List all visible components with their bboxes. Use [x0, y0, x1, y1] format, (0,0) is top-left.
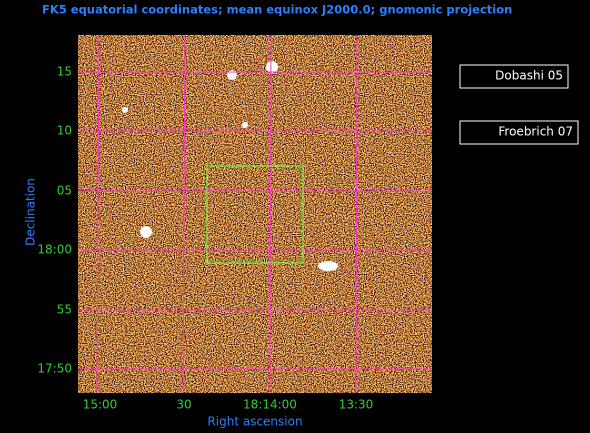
sky-noise — [78, 35, 432, 393]
x-tick-label: 30 — [176, 398, 191, 412]
y-axis-title: Declination — [24, 178, 38, 246]
selection-box — [206, 165, 304, 264]
x-tick-label: 15:00 — [83, 398, 118, 412]
y-tick-label: 05 — [57, 184, 72, 198]
button-label[interactable]: Froebrich 07 — [498, 125, 573, 139]
button[interactable]: Froebrich 07 — [459, 120, 579, 145]
button-label[interactable]: Dobashi 05 — [495, 69, 563, 83]
y-tick-label: 15 — [57, 65, 72, 79]
y-tick-label: 10 — [57, 124, 72, 138]
x-tick-label: 13:30 — [339, 398, 374, 412]
y-tick-label: 17:50 — [37, 362, 72, 376]
x-axis-title: Right ascension — [207, 415, 302, 429]
x-ticks: 15:00 30 18:14:00 13:30 — [83, 398, 374, 412]
title: FK5 equatorial coordinates; mean equinox… — [42, 3, 512, 17]
y-ticks: 15 10 05 18:00 55 17:50 — [37, 65, 72, 376]
x-tick-label: 18:14:00 — [243, 398, 297, 412]
y-tick-label: 18:00 — [37, 243, 72, 257]
coordinate-grid — [78, 34, 432, 394]
y-tick-label: 55 — [57, 303, 72, 317]
button[interactable]: Dobashi 05 — [459, 64, 569, 89]
